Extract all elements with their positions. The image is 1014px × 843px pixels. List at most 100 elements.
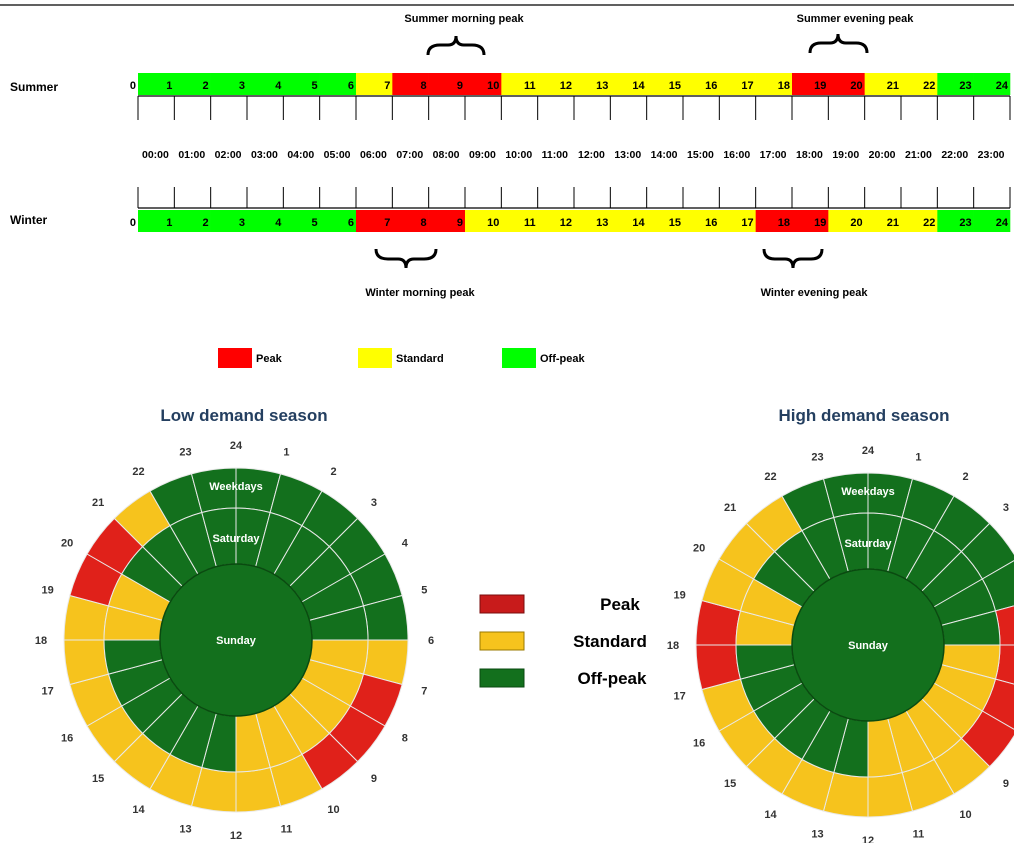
winter-segment-5 — [283, 210, 320, 232]
winter-segment-15 — [646, 210, 684, 232]
low-hour-label: 18 — [35, 635, 47, 647]
high-hour-label: 22 — [764, 471, 776, 483]
summer-hour-label: 14 — [632, 80, 645, 92]
low-hour-label: 3 — [371, 497, 377, 509]
summer-segment-16 — [683, 73, 720, 95]
time-label: 14:00 — [651, 149, 678, 161]
summer-hour-label: 3 — [239, 80, 245, 92]
summer-segment-22 — [901, 73, 938, 95]
high-hour-label: 18 — [667, 640, 679, 652]
high-ring-label: Weekdays — [841, 486, 895, 498]
summer-segment-21 — [864, 73, 902, 95]
summer-segment-9 — [428, 73, 466, 95]
high-sunday-disc — [791, 568, 945, 722]
summer-segment-19 — [792, 73, 829, 95]
summer-hour-label: 10 — [487, 80, 499, 92]
winter-hour-label: 24 — [996, 217, 1009, 229]
winter-segment-4 — [247, 210, 284, 232]
winter-segment-16 — [683, 210, 720, 232]
winter-hour-label: 5 — [312, 217, 318, 229]
winter-hour-label: 11 — [524, 217, 536, 229]
winter-segment-18 — [755, 210, 793, 232]
winter-segment-9 — [428, 210, 466, 232]
winter-hour-label: 10 — [487, 217, 499, 229]
low-hour-label: 9 — [371, 773, 377, 785]
low-hour-label: 23 — [179, 447, 191, 459]
summer-evening-brace-icon — [808, 33, 869, 54]
time-label: 21:00 — [905, 149, 932, 161]
summer-segment-1 — [138, 73, 175, 95]
summer-hour-label: 23 — [959, 80, 971, 92]
winter-segment-19 — [792, 210, 829, 232]
low-ring-label: Sunday — [216, 635, 257, 647]
winter-hour-label: 4 — [275, 217, 282, 229]
winter-hour-label: 15 — [669, 217, 681, 229]
winter-hour-label: 6 — [348, 217, 354, 229]
high-hour-label: 14 — [764, 809, 777, 821]
summer-hour-label: 19 — [814, 80, 826, 92]
summer-segment-5 — [283, 73, 320, 95]
summer-segment-7 — [356, 73, 393, 95]
summer-hour-label: 16 — [705, 80, 717, 92]
time-label: 08:00 — [433, 149, 460, 161]
summer-hour-label: 24 — [996, 80, 1009, 92]
winter-label: Winter — [10, 213, 48, 227]
high-hour-label: 1 — [915, 452, 921, 464]
summer-hour-label: 2 — [203, 80, 209, 92]
low-hour-label: 7 — [421, 685, 427, 697]
low-hour-label: 16 — [61, 733, 73, 745]
time-label: 09:00 — [469, 149, 496, 161]
low-hour-label: 13 — [179, 823, 191, 835]
winter-evening-peak-label: Winter evening peak — [761, 287, 869, 299]
timeline: Summer Winter 0 1 2 3 4 5 6 7 8 9 10 11 12 13 14 15 16 17… — [10, 13, 1011, 368]
low-hour-label: 5 — [421, 585, 427, 597]
high-hour-label: 17 — [674, 690, 686, 702]
winter-segment-3 — [210, 210, 248, 232]
winter-hour-label: 22 — [923, 217, 935, 229]
summer-hour-label: 12 — [560, 80, 572, 92]
winter-hour-label: 2 — [203, 217, 209, 229]
winter-segment-13 — [574, 210, 611, 232]
high-hour-label: 11 — [913, 828, 925, 840]
wheel-legend-offpeak-label: Off-peak — [578, 669, 648, 688]
legend-standard-label: Standard — [396, 353, 444, 365]
summer-hour-label: 18 — [778, 80, 790, 92]
high-hour-label: 12 — [862, 835, 874, 843]
summer-segment-2 — [174, 73, 211, 95]
winter-evening-brace-icon — [762, 248, 824, 269]
time-label: 10:00 — [505, 149, 532, 161]
winter-hour-label: 13 — [596, 217, 608, 229]
winter-segment-23 — [937, 210, 974, 232]
high-ring-label: Saturday — [844, 538, 892, 550]
winter-segment-21 — [864, 210, 902, 232]
summer-segment-11 — [501, 73, 538, 95]
time-label: 13:00 — [614, 149, 641, 161]
high-hour-label: 16 — [693, 738, 705, 750]
winter-hour-label: 3 — [239, 217, 245, 229]
high-hour-label: 19 — [674, 590, 686, 602]
time-label: 07:00 — [396, 149, 423, 161]
time-label: 16:00 — [723, 149, 750, 161]
summer-hour-label: 15 — [669, 80, 681, 92]
high-hour-label: 23 — [811, 452, 823, 464]
winter-hour-label: 18 — [778, 217, 790, 229]
winter-segment-7 — [356, 210, 393, 232]
time-label: 04:00 — [287, 149, 314, 161]
low-ring-label: Weekdays — [209, 481, 263, 493]
low-hour-label: 10 — [327, 804, 339, 816]
winter-hour-label: 12 — [560, 217, 572, 229]
winter-segment-10 — [465, 210, 502, 232]
high-ring-label: Sunday — [848, 640, 889, 652]
low-hour-label: 12 — [230, 830, 242, 842]
high-hour-label: 24 — [862, 445, 875, 457]
summer-hour-label: 17 — [741, 80, 753, 92]
legend-offpeak-swatch — [502, 348, 536, 368]
high-demand-wheel: WeekdaysSaturdaySunday241234567891011121… — [667, 445, 1014, 843]
winter-hour-label: 20 — [850, 217, 862, 229]
low-hour-label: 22 — [132, 466, 144, 478]
summer-segment-13 — [574, 73, 611, 95]
summer-hour-label: 7 — [384, 80, 390, 92]
summer-bar: 0 1 2 3 4 5 6 7 8 9 10 11 12 13 14 15 16 17 18 19 20 21 22 23 24 — [130, 73, 1011, 95]
winter-segment-2 — [174, 210, 211, 232]
high-demand-title: High demand season — [779, 406, 950, 425]
